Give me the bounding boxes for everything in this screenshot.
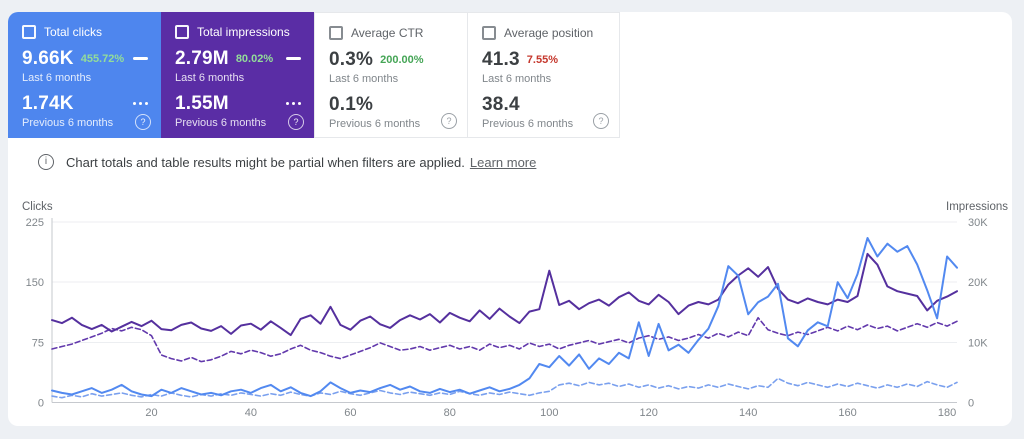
metric-prev-value: 1.55M [175,92,229,114]
period-label: Last 6 months [22,72,92,84]
prev-period-label: Previous 6 months [22,117,114,129]
performance-panel: Total clicks 9.66K 455.72% Last 6 months… [8,12,1012,426]
metric-value: 2.79M [175,47,229,69]
card-average-ctr[interactable]: Average CTR 0.3% 200.00% Last 6 months 0… [314,12,467,138]
prev-period-label: Previous 6 months [175,117,267,129]
period-label: Last 6 months [329,73,399,85]
metric-prev-value: 0.1% [329,93,374,115]
checkbox-icon[interactable] [22,25,36,39]
dotted-line-icon [286,102,289,105]
delta-badge: 455.72% [80,52,125,65]
delta-badge: 200.00% [380,53,424,66]
metric-value: 0.3% [329,48,374,70]
checkbox-icon[interactable] [329,26,343,40]
solid-line-icon [133,57,148,60]
metric-value: 9.66K [22,47,74,69]
metric-value: 41.3 [482,48,520,70]
metric-prev-value: 1.74K [22,92,74,114]
period-label: Last 6 months [482,73,552,85]
card-total-clicks[interactable]: Total clicks 9.66K 455.72% Last 6 months… [8,12,161,138]
prev-period-label: Previous 6 months [329,118,421,130]
card-total-impressions[interactable]: Total impressions 2.79M 80.02% Last 6 mo… [161,12,314,138]
card-title: Total impressions [197,25,290,39]
delta-badge: 7.55% [526,53,558,66]
help-icon[interactable]: ? [441,113,457,129]
checkbox-icon[interactable] [175,25,189,39]
help-icon[interactable]: ? [135,114,151,130]
card-average-position[interactable]: Average position 41.3 7.55% Last 6 month… [467,12,620,138]
card-title: Total clicks [44,25,103,39]
info-banner: i Chart totals and table results might b… [38,154,536,170]
info-message: Chart totals and table results might be … [66,154,465,170]
solid-line-icon [286,57,301,60]
chart-plot-area[interactable] [60,234,965,415]
period-label: Last 6 months [175,72,245,84]
metric-cards-row: Total clicks 9.66K 455.72% Last 6 months… [8,12,620,138]
learn-more-link[interactable]: Learn more [469,154,537,170]
help-icon[interactable]: ? [288,114,304,130]
metric-prev-value: 38.4 [482,93,520,115]
info-circle-icon: i [38,154,54,170]
card-title: Average position [504,26,594,40]
delta-badge: 80.02% [235,52,274,65]
checkbox-icon[interactable] [482,26,496,40]
prev-period-label: Previous 6 months [482,118,574,130]
help-icon[interactable]: ? [593,113,609,129]
card-title: Average CTR [351,26,424,40]
dotted-line-icon [133,102,136,105]
